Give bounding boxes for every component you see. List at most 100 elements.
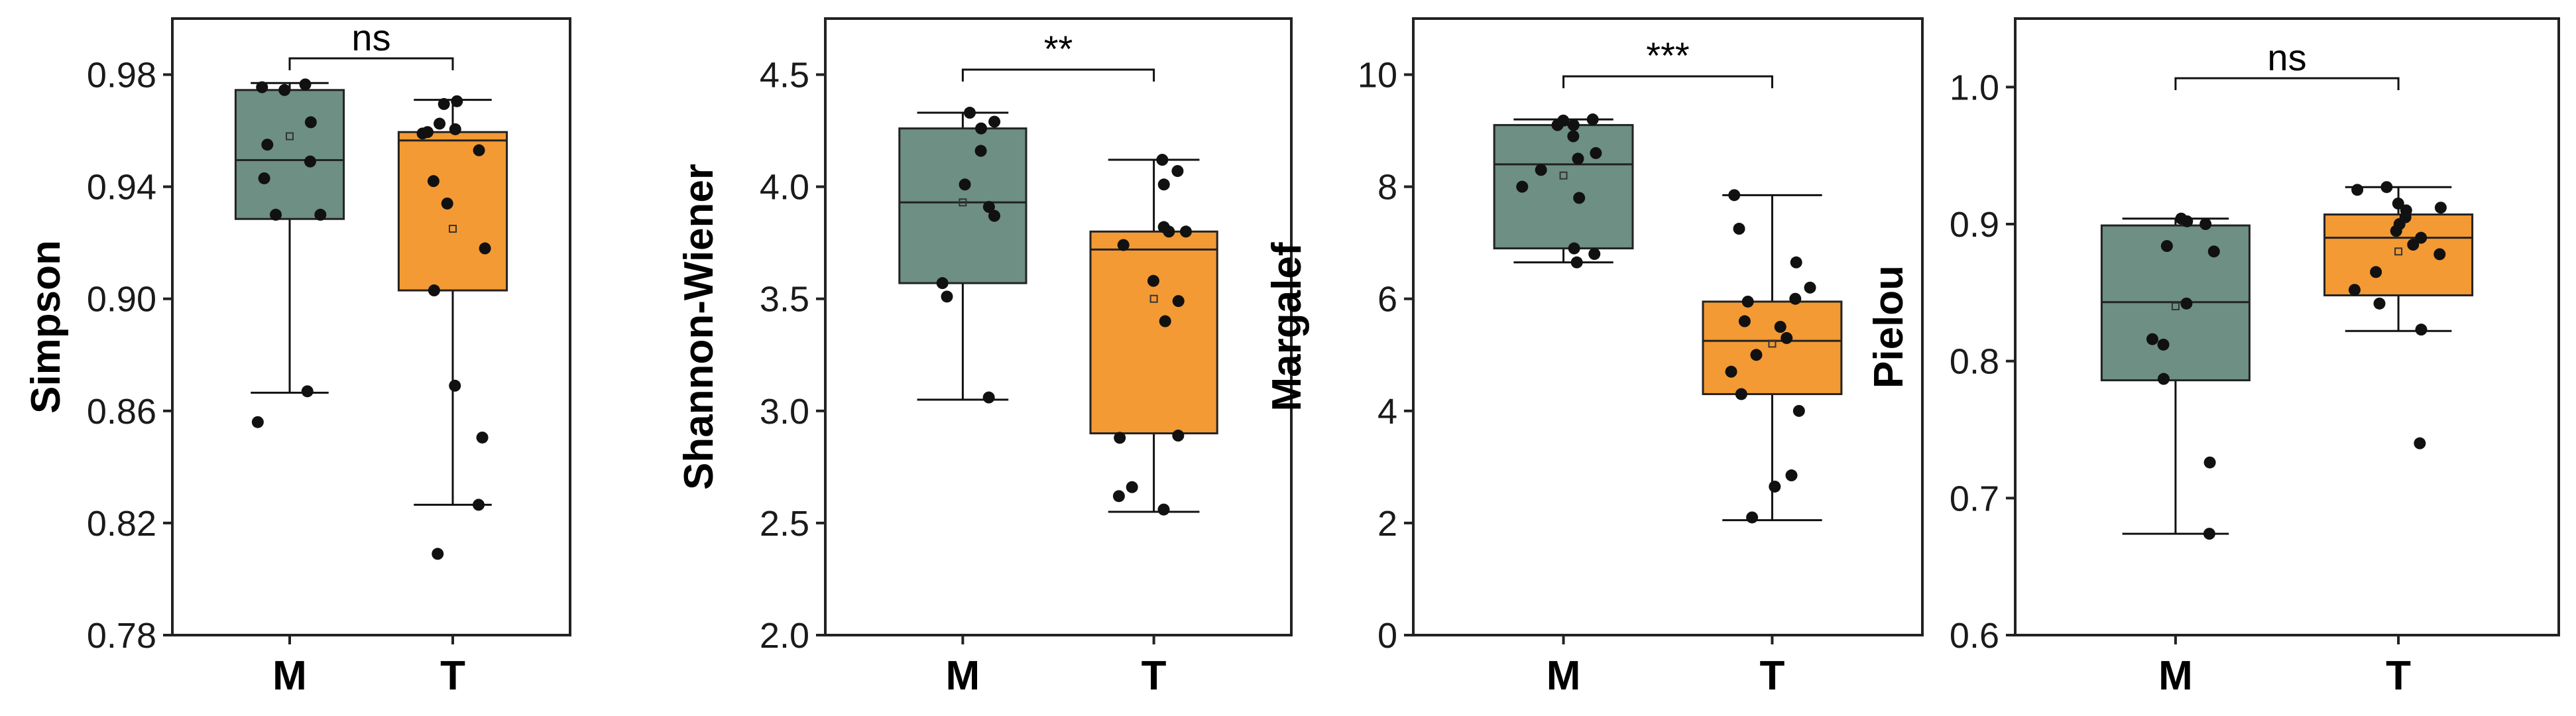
data-point: [449, 123, 461, 135]
data-point: [269, 208, 282, 221]
y-axis-title: Margalef: [1264, 242, 1310, 411]
y-tick-label: 0.86: [87, 392, 156, 432]
y-tick-label: 6: [1377, 280, 1397, 320]
data-point: [988, 209, 1000, 222]
mean-marker: [2171, 302, 2180, 310]
x-category-label: T: [1760, 653, 1785, 699]
box-iqr: [397, 131, 508, 292]
data-point: [432, 548, 444, 560]
data-point: [1535, 164, 1547, 176]
data-point: [1171, 164, 1184, 177]
data-point: [258, 172, 270, 184]
data-point: [427, 175, 439, 188]
data-point: [1551, 119, 1564, 131]
data-point: [936, 277, 949, 290]
data-point: [1147, 274, 1159, 287]
data-point: [1588, 248, 1601, 261]
data-point: [261, 139, 274, 151]
data-point: [1774, 321, 1786, 333]
y-tick-label: 1.0: [1950, 68, 1999, 107]
data-point: [441, 198, 453, 209]
data-point: [963, 107, 976, 119]
data-point: [1792, 404, 1805, 417]
data-point: [2434, 202, 2447, 214]
data-point: [1573, 192, 1586, 204]
data-point: [1114, 432, 1126, 444]
box-iqr: [1702, 300, 1843, 395]
y-tick-label: 0.78: [87, 616, 156, 656]
data-point: [1172, 430, 1185, 442]
data-point: [416, 127, 429, 140]
y-axis-title: Shannon-Wiener: [676, 164, 722, 490]
data-point: [1159, 315, 1171, 328]
significance-bracket: [2174, 77, 2400, 90]
y-tick-label: 8: [1377, 168, 1397, 208]
data-point: [449, 379, 461, 392]
data-point: [451, 95, 463, 107]
mean-marker: [1149, 294, 1158, 303]
data-point: [1781, 331, 1793, 344]
data-point: [2180, 297, 2193, 310]
data-point: [1769, 480, 1781, 493]
box-t: [1702, 189, 1843, 524]
data-point: [314, 208, 327, 221]
data-point: [1790, 256, 1802, 268]
x-category-label: M: [272, 653, 307, 699]
panel-margalef: 0 2 4 6 8 10 Margalef M T ***: [1264, 17, 1924, 699]
box-t: [2323, 181, 2474, 449]
data-point: [1789, 292, 1802, 305]
mean-marker: [449, 225, 457, 233]
y-tick-label: 0: [1377, 616, 1397, 656]
data-point: [2160, 240, 2173, 253]
y-tick-label: 4: [1377, 392, 1397, 432]
data-point: [2203, 528, 2215, 540]
significance-label: **: [1044, 28, 1073, 70]
data-point: [1179, 225, 1192, 238]
panel-pielou: 0.6 0.7 0.8 0.9 1.0 Pielou M Tns: [1866, 17, 2560, 699]
plot-frame: [171, 17, 571, 636]
x-category-label: T: [1142, 653, 1167, 699]
data-point: [1568, 242, 1580, 255]
data-point: [1590, 147, 1602, 159]
y-tick-label: 0.9: [1950, 205, 1999, 245]
y-tick-label: 0.94: [87, 168, 156, 208]
data-point: [1738, 315, 1751, 328]
data-point: [434, 117, 446, 130]
data-point: [1157, 503, 1170, 516]
data-point: [2348, 284, 2361, 296]
data-point: [2392, 198, 2404, 209]
x-category-label: T: [2386, 653, 2411, 699]
data-point: [975, 122, 988, 135]
data-point: [473, 499, 485, 511]
data-point: [1157, 178, 1170, 191]
data-point: [251, 416, 264, 428]
mean-marker: [1559, 171, 1568, 180]
box-iqr: [1089, 230, 1218, 435]
x-category-label: T: [440, 653, 465, 699]
y-tick-label: 2.0: [760, 616, 809, 656]
data-point: [2415, 231, 2428, 244]
data-point: [974, 145, 987, 157]
data-point: [1567, 130, 1580, 143]
y-tick-label: 0.82: [87, 504, 156, 544]
mean-marker: [1768, 339, 1777, 348]
data-point: [2203, 456, 2216, 469]
box-t: [397, 95, 508, 560]
x-category-label: M: [1547, 653, 1581, 699]
data-point: [1117, 239, 1130, 251]
data-point: [2433, 248, 2446, 261]
y-tick-label: 0.98: [87, 56, 156, 95]
data-point: [1741, 295, 1754, 308]
plot-frame: [824, 17, 1293, 636]
data-point: [1516, 180, 1529, 193]
data-point: [1572, 152, 1584, 165]
data-point: [1733, 223, 1745, 235]
data-point: [2199, 218, 2212, 230]
data-point: [2370, 266, 2382, 278]
mean-marker: [2394, 247, 2403, 256]
y-tick-label: 3.0: [760, 392, 809, 432]
plot-frame: [1412, 17, 1924, 636]
data-point: [1804, 281, 1816, 294]
panel-simpson: 0.78 0.82 0.86 0.90 0.94 0.98 Simpson M Tns: [23, 17, 571, 699]
data-point: [982, 201, 995, 213]
